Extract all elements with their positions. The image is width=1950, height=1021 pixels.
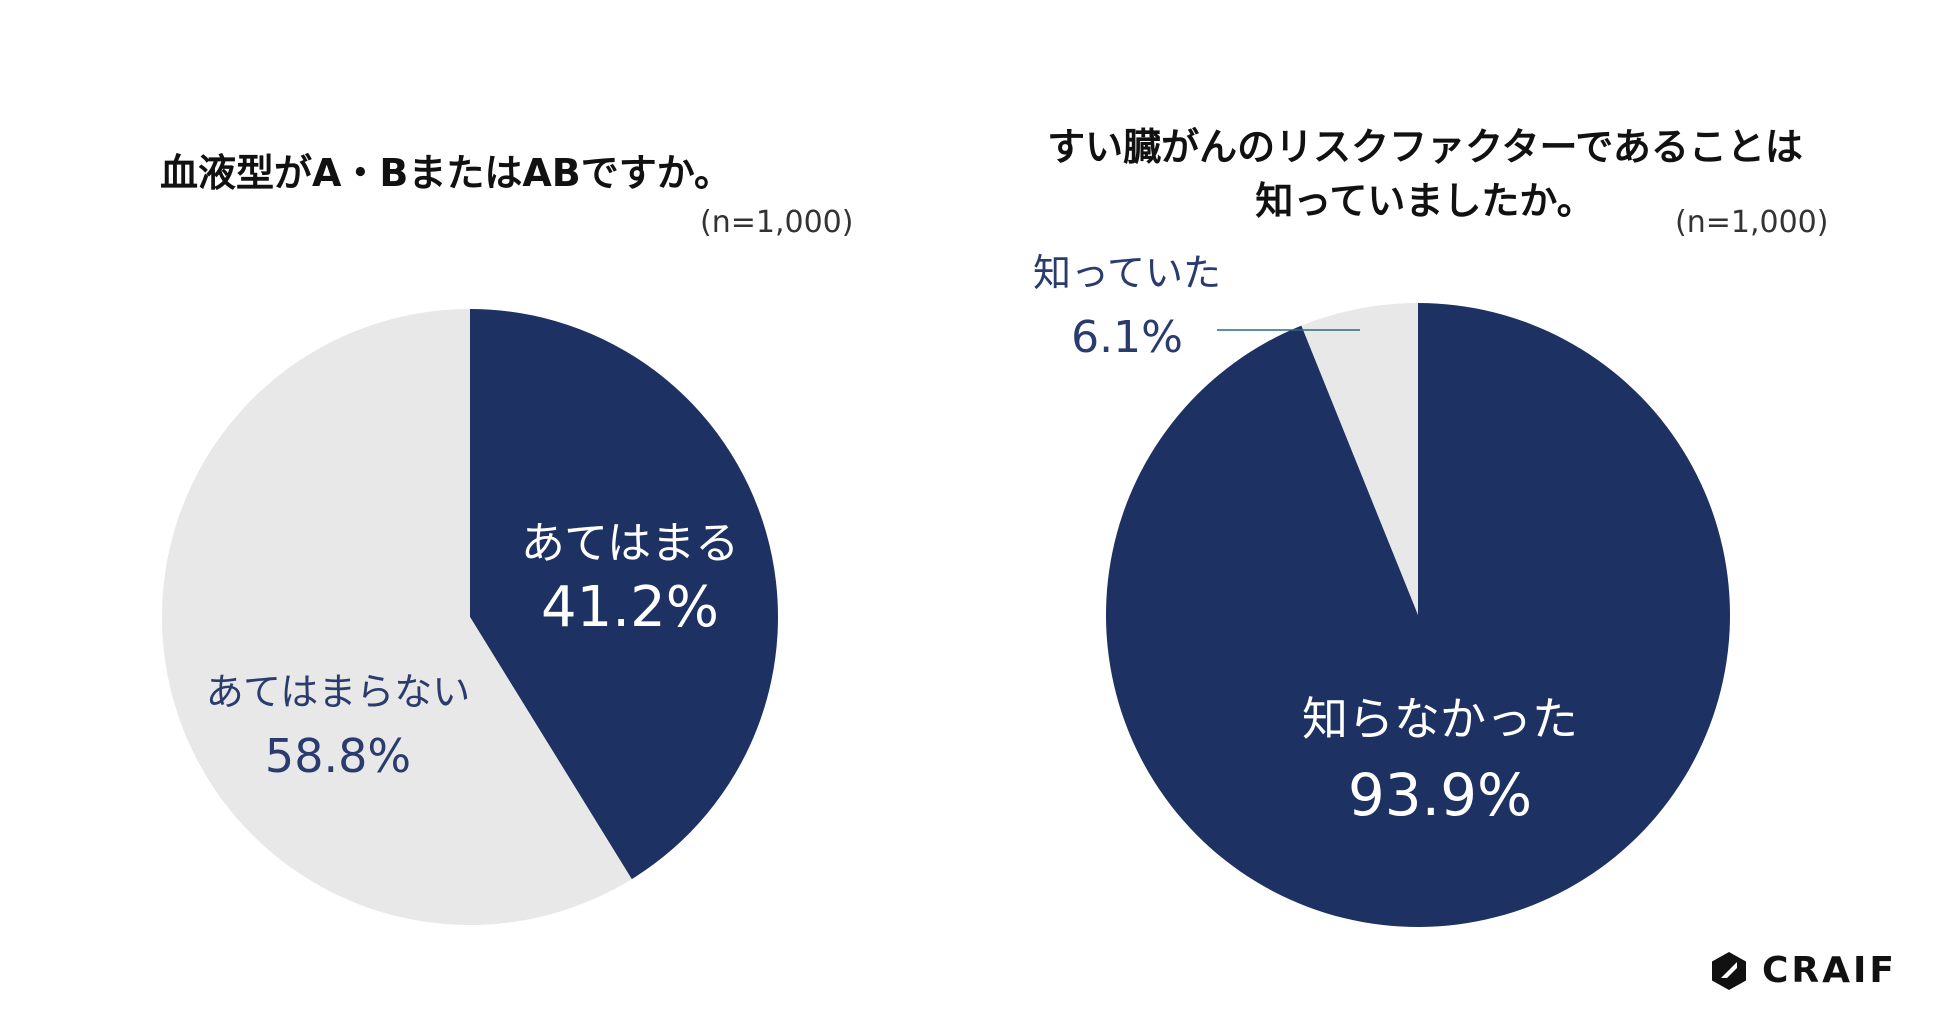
pie-chart-blood-type: あてはまる 41.2% あてはまらない 58.8% bbox=[162, 309, 778, 925]
chart-panel-blood-type: 血液型がA・BまたはABですか。 (n=1,000) あてはまる 41.2% あては… bbox=[160, 151, 854, 925]
slice-label: 知らなかった bbox=[1302, 692, 1578, 746]
pie-slice-2 bbox=[1106, 303, 1730, 927]
slice-value-label: 41.2% bbox=[541, 575, 719, 640]
pie-slice-1 bbox=[1301, 303, 1418, 615]
pie-chart-risk-awareness: 知っていた 6.1% 知らなかった 93.9% bbox=[1033, 251, 1730, 927]
pie-slice-2 bbox=[162, 309, 632, 925]
slice-value-label: 58.8% bbox=[265, 729, 411, 783]
slice-label: 知っていた bbox=[1033, 251, 1221, 295]
sample-size-label: (n=1,000) bbox=[700, 205, 854, 240]
slice-label: あてはまる bbox=[521, 518, 739, 569]
slice-label: あてはまらない bbox=[206, 670, 470, 714]
chart-panel-risk-awareness: すい臓がんのリスクファクターであることは 知っていましたか。 (n=1,000)… bbox=[975, 0, 1950, 1021]
chart-title: 血液型がA・BまたはABですか。 bbox=[160, 151, 732, 195]
slice-value-label: 93.9% bbox=[1348, 761, 1532, 829]
pie-slice-1 bbox=[470, 309, 778, 880]
chart-title-line-1: すい臓がんのリスクファクターであることは bbox=[1047, 125, 1803, 169]
logo-text: CRAIF bbox=[1762, 950, 1897, 991]
slice-value-label: 6.1% bbox=[1071, 312, 1183, 363]
craif-hexagon-icon bbox=[1712, 951, 1746, 990]
chart-title: すい臓がんのリスクファクターであることは 知っていましたか。 bbox=[995, 120, 1855, 228]
sample-size-label: (n=1,000) bbox=[1675, 205, 1829, 240]
craif-logo: CRAIF bbox=[1710, 950, 1897, 991]
chart-title-line-2: 知っていましたか。 bbox=[1255, 179, 1595, 223]
